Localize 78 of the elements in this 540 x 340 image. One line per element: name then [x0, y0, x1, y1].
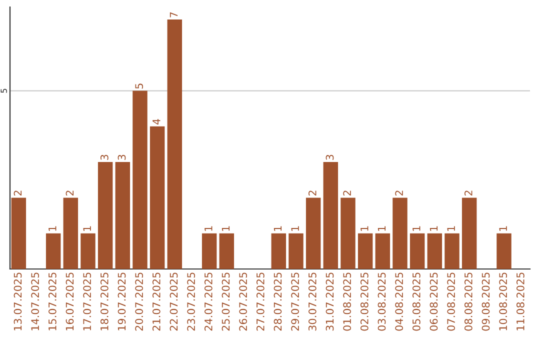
bar — [323, 162, 338, 269]
bar — [392, 198, 408, 269]
x-tick-label: 08.08.2025 — [464, 272, 472, 331]
data-label: 1 — [83, 226, 91, 231]
x-tick-label: 30.07.2025 — [308, 272, 316, 331]
data-label: 1 — [360, 226, 368, 231]
x-tick-label: 26.07.2025 — [239, 272, 248, 331]
data-label: 1 — [222, 226, 230, 231]
x-tick-label: 06.08.2025 — [430, 272, 438, 331]
bar — [80, 233, 96, 269]
x-tick-label: 31.07.2025 — [326, 272, 334, 331]
bar — [11, 198, 26, 269]
x-tick-label: 04.08.2025 — [395, 272, 404, 331]
bar — [271, 233, 286, 269]
x-tick-label: 25.07.2025 — [222, 272, 230, 331]
data-label: 2 — [343, 190, 351, 196]
bar — [410, 233, 425, 269]
bar — [306, 198, 321, 269]
bar — [219, 233, 234, 269]
x-tick-label: 13.07.2025 — [14, 272, 22, 330]
x-tick-label: 15.07.2025 — [48, 272, 56, 330]
data-label: 1 — [274, 226, 282, 231]
data-label: 1 — [204, 226, 212, 231]
bar — [444, 233, 460, 269]
data-label: 3 — [100, 154, 108, 160]
x-tick-label: 17.07.2025 — [83, 272, 92, 330]
bar — [63, 198, 78, 269]
data-label: 1 — [447, 226, 455, 231]
bar — [98, 162, 113, 269]
x-tick-label: 10.08.2025 — [499, 272, 508, 330]
bar — [202, 233, 217, 269]
x-tick-label: 11.08.2025 — [516, 272, 524, 330]
bar — [462, 198, 477, 269]
data-label: 1 — [48, 226, 56, 231]
data-label: 1 — [430, 226, 438, 231]
x-tick-label: 05.08.2025 — [412, 272, 420, 331]
data-label: 2 — [14, 190, 22, 196]
data-label: 1 — [499, 226, 507, 231]
x-tick-label: 24.07.2025 — [204, 272, 212, 331]
x-tick-label: 27.07.2025 — [256, 272, 264, 331]
bar — [358, 233, 373, 269]
x-tick-label: 29.07.2025 — [291, 272, 300, 331]
bar — [115, 162, 130, 269]
x-tick-label: 22.07.2025 — [170, 272, 178, 331]
data-label: 2 — [308, 190, 316, 196]
x-tick-label: 01.08.2025 — [343, 272, 352, 331]
x-tick-label: 20.07.2025 — [135, 272, 144, 331]
x-tick-label: 07.08.2025 — [447, 272, 456, 331]
x-tick-label: 02.08.2025 — [360, 272, 368, 331]
x-tick-label: 23.07.2025 — [187, 272, 196, 331]
data-label: 5 — [135, 84, 144, 89]
data-label: 7 — [170, 12, 178, 18]
x-tick-label: 16.07.2025 — [66, 272, 74, 330]
x-tick-label: 19.07.2025 — [118, 272, 126, 330]
bar — [167, 19, 182, 269]
x-tick-label: 21.07.2025 — [152, 272, 160, 331]
data-label: 3 — [326, 154, 334, 160]
data-label: 1 — [412, 226, 420, 231]
x-tick-label: 09.08.2025 — [482, 272, 490, 331]
bar — [427, 233, 442, 269]
bar — [46, 233, 61, 269]
bar — [496, 233, 512, 269]
bar — [288, 233, 304, 269]
data-label: 1 — [378, 226, 386, 231]
x-tick-label: 03.08.2025 — [378, 272, 386, 331]
x-tick-label: 14.07.2025 — [31, 272, 40, 330]
data-label: 2 — [66, 190, 74, 196]
data-label: 2 — [395, 190, 403, 196]
bar — [150, 126, 165, 269]
data-label: 2 — [464, 190, 472, 196]
bar — [340, 198, 356, 269]
x-tick-label: 18.07.2025 — [100, 272, 108, 330]
bar — [375, 233, 390, 269]
data-label: 4 — [152, 118, 160, 125]
bar — [132, 90, 148, 269]
data-label: 3 — [118, 154, 126, 160]
x-tick-label: 28.07.2025 — [274, 272, 282, 331]
data-label: 1 — [291, 226, 299, 231]
